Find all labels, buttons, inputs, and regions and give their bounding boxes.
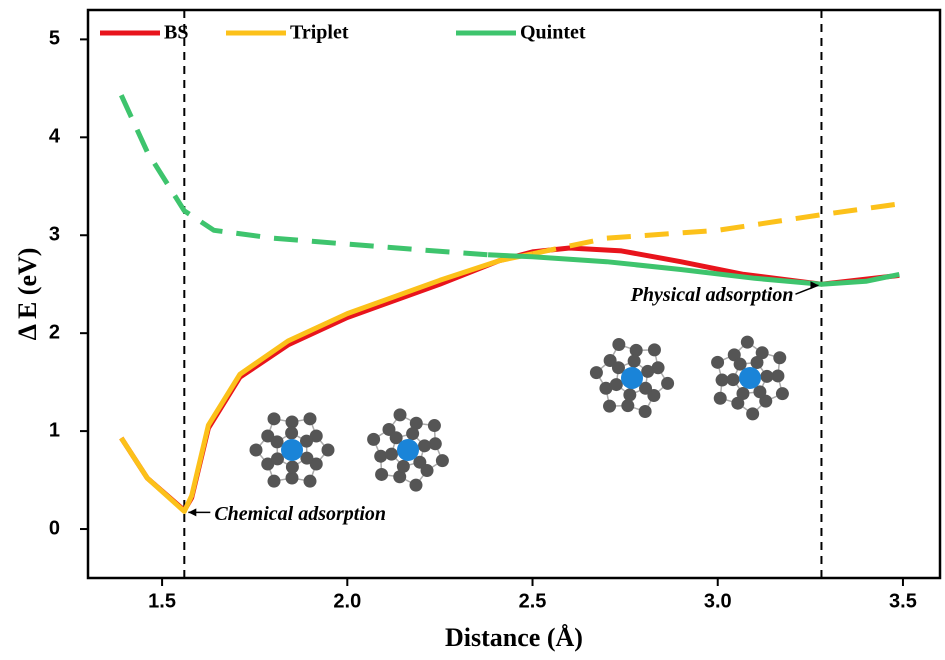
- metal-atom: [397, 439, 419, 461]
- legend-label: BS: [164, 22, 188, 44]
- carbon-atom: [773, 351, 786, 364]
- plot-frame: [88, 10, 940, 578]
- series-line: [121, 254, 532, 512]
- annotation: Chemical adsorption: [214, 503, 386, 525]
- carbon-atom: [736, 387, 749, 400]
- carbon-atom: [418, 439, 431, 452]
- legend-label: Quintet: [520, 22, 586, 44]
- carbon-atom: [394, 408, 407, 421]
- carbon-atom: [630, 344, 643, 357]
- carbon-atom: [322, 444, 335, 457]
- y-tick-label: 3: [49, 224, 60, 246]
- x-axis-label: Distance (Å): [445, 623, 583, 652]
- carbon-atom: [714, 392, 727, 405]
- x-tick-label: 2.0: [333, 590, 361, 612]
- carbon-atom: [409, 479, 422, 492]
- carbon-atom: [751, 356, 764, 369]
- carbon-atom: [397, 460, 410, 473]
- x-tick-label: 3.0: [704, 590, 732, 612]
- annotation: Physical adsorption: [630, 284, 794, 306]
- carbon-atom: [428, 419, 441, 432]
- series-line: [121, 95, 488, 255]
- carbon-atom: [661, 377, 674, 390]
- carbon-atom: [375, 468, 388, 481]
- series-line: [533, 204, 900, 254]
- y-tick-label: 0: [49, 517, 60, 539]
- arrow-head: [188, 508, 196, 516]
- carbon-atom: [250, 444, 263, 457]
- carbon-atom: [374, 450, 387, 463]
- metal-atom: [739, 367, 761, 389]
- y-tick-label: 5: [49, 28, 60, 50]
- carbon-atom: [746, 407, 759, 420]
- carbon-atom: [776, 387, 789, 400]
- carbon-atom: [603, 400, 616, 413]
- y-tick-label: 1: [49, 419, 60, 441]
- carbon-atom: [406, 427, 419, 440]
- carbon-atom: [641, 365, 654, 378]
- y-tick-label: 4: [49, 126, 61, 148]
- carbon-atom: [648, 343, 661, 356]
- carbon-atom: [711, 356, 724, 369]
- y-axis-label: Δ E (eV): [13, 248, 42, 341]
- carbon-atom: [610, 378, 623, 391]
- carbon-atom: [304, 412, 317, 425]
- carbon-atom: [621, 399, 634, 412]
- carbon-atom: [385, 448, 398, 461]
- carbon-atom: [436, 454, 449, 467]
- x-tick-label: 2.5: [519, 590, 547, 612]
- carbon-atom: [268, 475, 281, 488]
- carbon-atom: [429, 437, 442, 450]
- carbon-atom: [727, 373, 740, 386]
- molecule-illustrations: [250, 336, 789, 492]
- metal-atom: [281, 439, 303, 461]
- carbon-atom: [268, 412, 281, 425]
- series-line: [488, 255, 899, 284]
- legend-label: Triplet: [290, 22, 349, 44]
- carbon-atom: [285, 427, 298, 440]
- y-tick-label: 2: [49, 321, 60, 343]
- carbon-atom: [628, 355, 641, 368]
- carbon-atom: [367, 433, 380, 446]
- carbon-atom: [304, 475, 317, 488]
- metal-atom: [621, 367, 643, 389]
- carbon-atom: [590, 366, 603, 379]
- carbon-atom: [639, 405, 652, 418]
- x-tick-label: 3.5: [889, 590, 917, 612]
- carbon-atom: [612, 338, 625, 351]
- x-tick-label: 1.5: [148, 590, 176, 612]
- carbon-atom: [286, 460, 299, 473]
- chart: Distance (Å) Δ E (eV) 1.5 2.0 2.5 3.0 3.5 0 1 2…: [0, 0, 945, 660]
- carbon-atom: [741, 336, 754, 349]
- carbon-atom: [760, 370, 773, 383]
- carbon-atom: [623, 388, 636, 401]
